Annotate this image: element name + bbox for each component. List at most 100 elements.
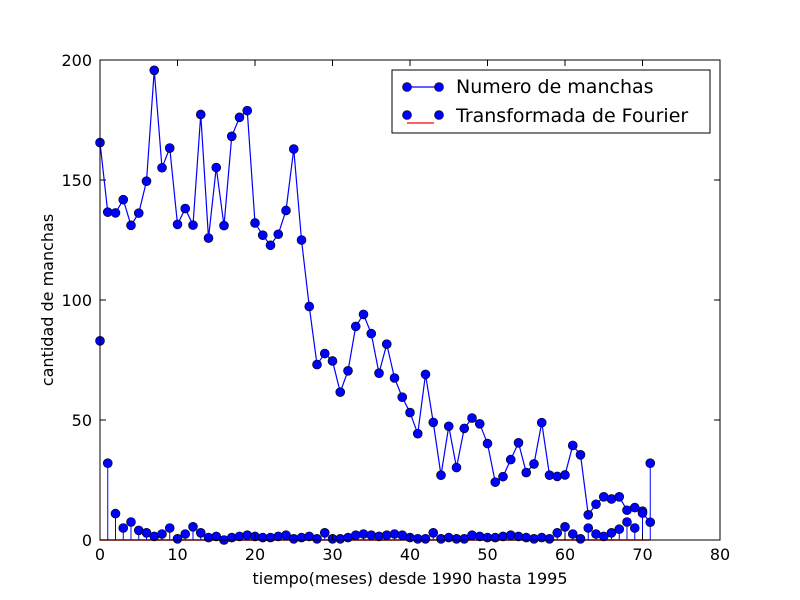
sunspot-point	[629, 502, 640, 513]
sunspot-point	[490, 477, 501, 487]
sunspot-point	[343, 365, 353, 376]
sunspot-point	[234, 112, 245, 123]
fourier-point	[583, 523, 594, 533]
marker-layer	[95, 65, 656, 545]
legend-stem-marker-right	[434, 110, 444, 120]
sunspot-point	[118, 194, 129, 205]
fourier-point	[312, 533, 322, 544]
sunspot-point	[474, 419, 485, 429]
sunspot-point	[521, 467, 532, 478]
fourier-point	[622, 517, 632, 527]
sunspot-point	[250, 218, 260, 228]
x-tick-label: 60	[555, 545, 575, 564]
sunspot-point	[529, 459, 539, 469]
sunspot-point	[637, 508, 648, 518]
sunspot-point	[513, 437, 524, 448]
sunspot-point	[567, 440, 578, 451]
sunspot-point	[381, 339, 392, 349]
x-tick-label: 0	[95, 545, 105, 564]
sunspot-point	[149, 65, 160, 76]
fourier-point	[188, 521, 198, 532]
fourier-point	[614, 524, 625, 535]
sunspot-point	[110, 208, 121, 218]
sunspot-point	[645, 517, 656, 528]
sunspot-point	[374, 368, 384, 379]
fourier-point	[629, 523, 640, 533]
sunspot-point	[226, 131, 237, 142]
x-tick-label: 80	[710, 545, 730, 564]
fourier-point	[126, 517, 136, 527]
fourier-point	[428, 527, 439, 538]
sunspot-point	[319, 348, 330, 359]
sunspot-point	[257, 230, 268, 240]
sunspot-point	[350, 321, 361, 332]
sunspot-point	[389, 373, 400, 383]
sunspot-point	[219, 220, 229, 231]
fourier-point	[567, 529, 578, 539]
sunspot-point	[133, 208, 144, 218]
sunspot-point	[536, 417, 547, 428]
x-tick-label: 40	[400, 545, 420, 564]
fourier-point	[141, 527, 152, 538]
sunspot-point	[157, 162, 167, 173]
sunspot-point	[288, 144, 299, 154]
fourier-point	[180, 529, 191, 539]
sunspot-point	[451, 462, 462, 473]
fourier-point	[110, 508, 121, 519]
sunspot-point	[405, 407, 415, 418]
sunspot-point	[560, 470, 570, 480]
sunspot-point	[436, 470, 446, 481]
sunspot-point	[358, 309, 369, 320]
legend-marker-right	[434, 82, 444, 92]
sunspot-point	[327, 356, 338, 366]
fourier-point	[598, 531, 609, 542]
sunspot-point	[428, 417, 439, 428]
fourier-point	[544, 533, 555, 544]
sunspot-point	[482, 438, 493, 449]
sunspot-point	[591, 499, 601, 510]
sunspot-point	[265, 240, 276, 251]
sunspot-point	[188, 220, 198, 230]
sunspot-point	[164, 143, 175, 153]
legend-label-sunspots: Numero de manchas	[456, 76, 654, 98]
y-tick-label: 0	[82, 531, 92, 550]
x-tick-label: 50	[477, 545, 497, 564]
x-axis-label: tiempo(meses) desde 1990 hasta 1995	[253, 569, 568, 588]
fourier-point	[157, 529, 167, 539]
y-tick-label: 100	[61, 291, 92, 310]
sunspot-point	[335, 387, 346, 397]
sunspot-point	[281, 205, 291, 216]
sunspot-point	[304, 301, 315, 312]
sunspot-point	[242, 105, 253, 116]
fourier-point	[118, 523, 129, 533]
legend-label-fourier: Transformada de Fourier	[455, 105, 688, 127]
fourier-point	[575, 533, 586, 544]
legend-marker-left	[402, 82, 412, 92]
legend-box	[391, 69, 711, 134]
sunspot-point	[273, 229, 284, 240]
fourier-point	[645, 458, 656, 469]
y-axis-label: cantidad de manchas	[38, 214, 57, 386]
sunspot-point	[467, 413, 477, 423]
y-tick-label: 150	[61, 171, 92, 190]
x-tick-label: 20	[245, 545, 265, 564]
sunspot-point	[312, 359, 322, 370]
sunspot-point	[126, 220, 136, 231]
sunspot-point	[583, 509, 594, 520]
fourier-point	[560, 521, 570, 532]
fourier-point	[319, 527, 330, 538]
sunspot-point	[443, 421, 454, 432]
legend-stem-marker-left	[402, 110, 412, 120]
fourier-point	[552, 527, 563, 538]
sunspot-point	[172, 219, 183, 230]
fourier-point	[164, 523, 175, 533]
x-tick-label: 10	[167, 545, 187, 564]
fourier-point	[459, 533, 470, 544]
fourier-point	[102, 458, 113, 469]
sunspot-point	[412, 428, 423, 439]
sunspot-point	[203, 233, 214, 243]
sunspot-point	[211, 162, 222, 173]
x-axis-ticks: 0 10 20 30 40 50 60 70 80	[95, 60, 730, 564]
plot-area	[100, 60, 720, 540]
